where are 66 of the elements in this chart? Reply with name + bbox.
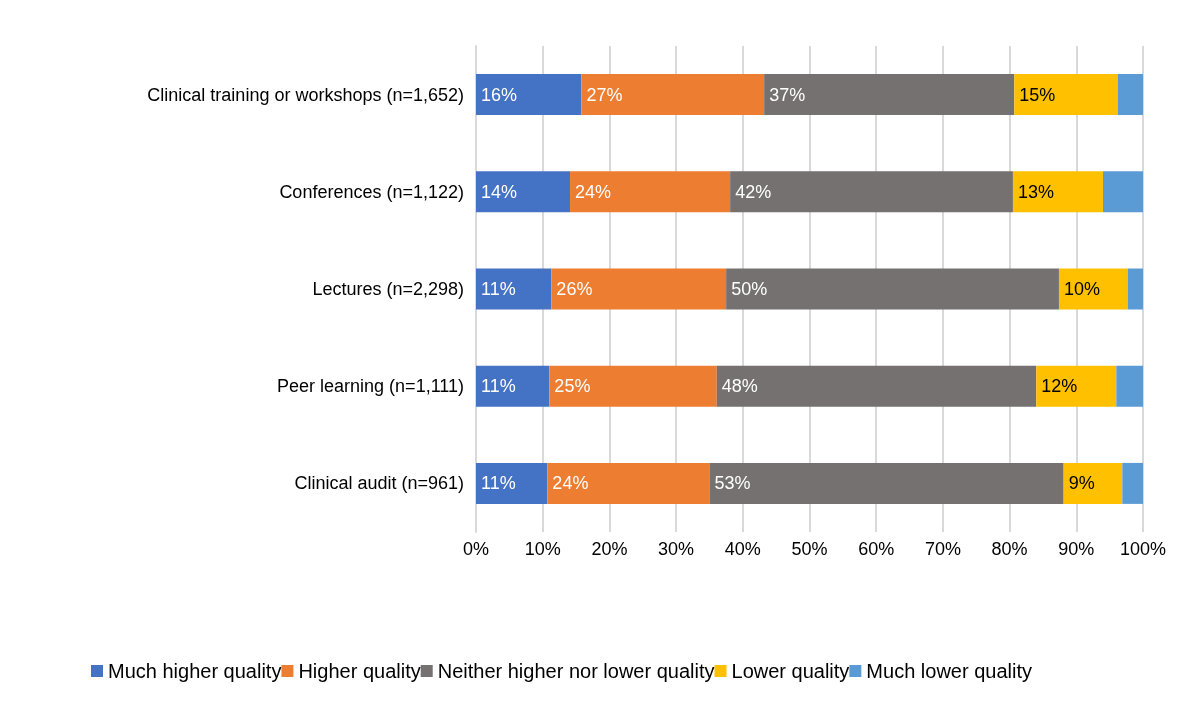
data-label: 27% [586,84,623,105]
data-label: 15% [1019,84,1056,105]
data-label: 16% [481,84,518,105]
data-label: 11% [481,279,516,299]
data-label: 53% [714,473,751,494]
x-tick-label: 90% [1058,539,1095,559]
bar [1063,462,1123,504]
x-tick-label: 30% [658,539,695,559]
legend-label: Much higher quality [108,660,282,682]
bar [581,74,765,116]
bar [1116,365,1143,407]
data-label: 37% [769,84,806,105]
x-tick-label: 0% [462,539,490,559]
y-tick-label: Conferences (n=1,122) [279,181,464,202]
data-label: 48% [721,376,758,397]
x-tick-label: 70% [924,539,961,559]
bar [730,171,1013,213]
bar [1036,365,1117,407]
data-label: 11% [481,376,516,397]
data-label: 26% [556,279,593,299]
legend-label: Lower quality [731,660,850,682]
bar [1117,74,1143,116]
bar [716,365,1037,407]
bar [726,268,1059,310]
bar [476,268,552,310]
bar [1102,171,1143,213]
x-tick-label: 40% [724,539,761,559]
legend-label: Higher quality [298,660,421,682]
data-label: 14% [481,181,518,202]
bar [709,462,1064,504]
x-tick-label: 80% [991,539,1028,559]
legend-label: Much lower quality [866,660,1032,682]
x-tick-label: 10% [524,539,561,559]
bar [1122,462,1143,504]
y-tick-label: Lectures (n=2,298) [312,279,464,299]
bar [1014,74,1118,116]
x-tick-label: 100% [1119,539,1167,559]
data-label: 9% [1068,473,1095,494]
data-label: 11% [481,473,516,494]
bar [1058,268,1128,310]
bar [1127,268,1143,310]
bar [476,171,571,213]
bar [476,365,550,407]
x-tick-label: 50% [791,539,828,559]
bar [1012,171,1103,213]
data-label: 50% [731,279,768,299]
data-label: 42% [735,181,772,202]
data-label: 13% [1017,181,1054,202]
bar [476,462,548,504]
data-label: 25% [554,376,591,397]
data-label: 24% [575,181,612,202]
y-tick-label: Clinical training or workshops (n=1,652) [147,84,464,105]
y-tick-label: Peer learning (n=1,111) [277,376,464,397]
bar [764,74,1015,116]
bar [547,462,710,504]
data-label: 24% [552,473,589,494]
legend-label: Neither higher nor lower quality [437,660,715,682]
y-tick-label: Clinical audit (n=961) [294,473,464,494]
bar [570,171,731,213]
x-tick-label: 60% [858,539,895,559]
bar [549,365,717,407]
bar [476,74,582,116]
bar [551,268,727,310]
data-label: 10% [1063,279,1100,299]
data-label: 12% [1041,376,1078,397]
x-tick-label: 20% [591,539,628,559]
